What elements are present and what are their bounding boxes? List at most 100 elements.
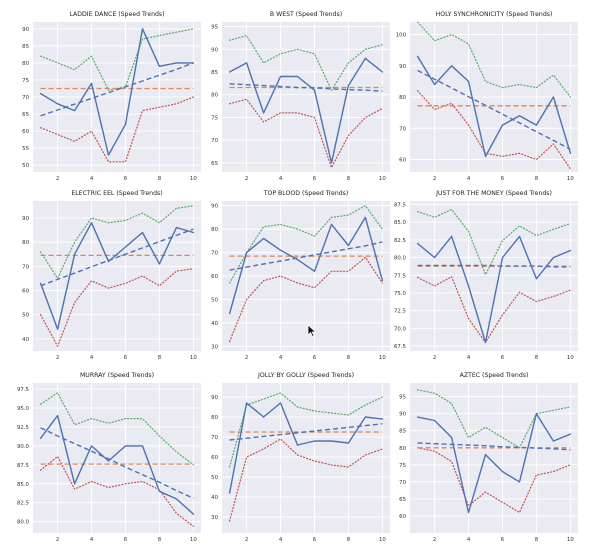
series-lower-line xyxy=(417,447,572,514)
y-tick-label: 65 xyxy=(211,161,218,167)
series-trend-line xyxy=(417,69,571,150)
series-speed-line xyxy=(228,216,384,315)
x-tick-label: 10 xyxy=(190,176,197,182)
x-tick-label: 10 xyxy=(190,355,197,361)
x-tick-label: 6 xyxy=(124,176,128,182)
x-tick-label: 6 xyxy=(124,355,128,361)
series-speed-line xyxy=(39,28,195,156)
plot-area xyxy=(410,201,578,351)
y-tick-label: 80 xyxy=(211,415,218,421)
arrow-cursor-icon xyxy=(307,324,317,338)
y-tick-label: 75 xyxy=(211,115,218,121)
series-lower-line xyxy=(229,98,383,169)
series-speed-line xyxy=(39,222,195,330)
x-tick-label: 10 xyxy=(379,537,386,543)
series-lower-line xyxy=(229,256,383,343)
x-tick-label: 4 xyxy=(279,176,283,182)
x-tick-label: 6 xyxy=(501,176,505,182)
series-upper-line xyxy=(417,21,572,98)
y-tick-label: 100 xyxy=(396,33,407,39)
x-tick-label: 8 xyxy=(347,537,351,543)
y-tick-label: 90 xyxy=(22,27,29,33)
y-tick-label: 75.0 xyxy=(394,291,407,297)
panel-title: TOP BLOOD (Speed Trends) xyxy=(263,190,349,197)
y-tick-label: 70 xyxy=(399,126,406,132)
y-tick-label: 90 xyxy=(211,395,218,401)
y-tick-label: 85 xyxy=(211,70,218,76)
x-tick-label: 4 xyxy=(90,537,94,543)
chart-panel: AZTEC (Speed Trends) 60 65 70 75 80 85 90 95 2 4 6 8… xyxy=(399,372,578,543)
y-tick-label: 40 xyxy=(211,495,218,501)
x-tick-label: 10 xyxy=(379,355,386,361)
series-trend-line xyxy=(417,442,571,451)
x-tick-label: 2 xyxy=(56,355,59,361)
y-tick-label: 60 xyxy=(22,129,29,135)
x-tick-label: 4 xyxy=(90,355,94,361)
y-tick-label: 82.5 xyxy=(394,238,406,244)
series-speed-line xyxy=(416,413,572,514)
y-tick-label: 60 xyxy=(211,274,218,280)
x-tick-label: 8 xyxy=(158,176,162,182)
series-trend-line xyxy=(40,228,194,287)
series-lower-line xyxy=(229,438,383,522)
y-tick-label: 82.5 xyxy=(17,501,29,507)
x-tick-label: 8 xyxy=(535,537,539,543)
x-tick-label: 8 xyxy=(158,537,162,543)
series-lower-line xyxy=(39,96,194,163)
series-trend-line xyxy=(40,427,194,499)
series-lower-line xyxy=(417,90,572,170)
chart-panel: TOP BLOOD (Speed Trends) 30 40 50 60 70 80 90 2 4… xyxy=(211,190,390,361)
x-tick-label: 6 xyxy=(501,355,505,361)
chart-panel: JUST FOR THE MONEY (Speed Trends) 67.5 70.… xyxy=(394,190,578,361)
panel-title: MURRAY (Speed Trends) xyxy=(80,372,154,379)
y-tick-label: 67.5 xyxy=(394,344,406,350)
x-tick-label: 4 xyxy=(279,537,283,543)
chart-panel: LADDIE DANCE (Speed Trends) 50 55 60 65 70 75 8… xyxy=(22,11,201,182)
y-tick-label: 90 xyxy=(22,216,29,222)
x-tick-label: 2 xyxy=(245,537,248,543)
y-tick-label: 80.0 xyxy=(394,256,407,262)
y-tick-label: 50 xyxy=(22,163,29,169)
y-tick-label: 60 xyxy=(399,158,406,164)
plot-area xyxy=(222,22,390,172)
y-tick-label: 80 xyxy=(399,446,406,452)
x-tick-label: 4 xyxy=(90,176,94,182)
y-tick-label: 70 xyxy=(211,138,218,144)
y-tick-label: 72.5 xyxy=(394,309,406,315)
y-tick-label: 65 xyxy=(399,497,406,503)
x-tick-label: 8 xyxy=(535,176,539,182)
y-tick-label: 80 xyxy=(399,95,406,101)
y-tick-label: 95 xyxy=(399,395,406,401)
y-tick-label: 70 xyxy=(211,251,218,257)
x-tick-label: 8 xyxy=(535,355,539,361)
x-tick-label: 4 xyxy=(467,537,471,543)
x-tick-label: 10 xyxy=(567,355,574,361)
y-tick-label: 87.5 xyxy=(17,463,29,469)
x-tick-label: 2 xyxy=(56,537,59,543)
plot-area xyxy=(33,201,201,351)
y-tick-label: 60 xyxy=(211,455,218,461)
y-tick-label: 30 xyxy=(211,515,218,521)
x-tick-label: 8 xyxy=(347,355,351,361)
y-tick-label: 80.0 xyxy=(17,520,30,526)
x-tick-label: 6 xyxy=(313,537,317,543)
series-upper-line xyxy=(229,205,383,284)
series-upper-line xyxy=(39,392,194,466)
series-speed-line xyxy=(416,55,572,158)
y-tick-label: 77.5 xyxy=(394,273,406,279)
x-tick-label: 4 xyxy=(467,355,471,361)
y-tick-label: 55 xyxy=(22,146,29,152)
x-tick-label: 6 xyxy=(313,355,317,361)
y-tick-label: 70.0 xyxy=(394,326,407,332)
chart-panel: MURRAY (Speed Trends) 80.0 82.5 85.0 87.5 90.… xyxy=(17,372,201,543)
series-lower-line xyxy=(39,268,194,347)
y-tick-label: 80 xyxy=(22,240,29,246)
y-tick-label: 85 xyxy=(399,429,406,435)
x-tick-label: 8 xyxy=(347,176,351,182)
series-upper-line xyxy=(417,208,572,276)
x-tick-label: 2 xyxy=(245,355,248,361)
y-tick-label: 85 xyxy=(22,44,29,50)
y-tick-label: 50 xyxy=(22,313,29,319)
plot-area xyxy=(410,383,578,533)
